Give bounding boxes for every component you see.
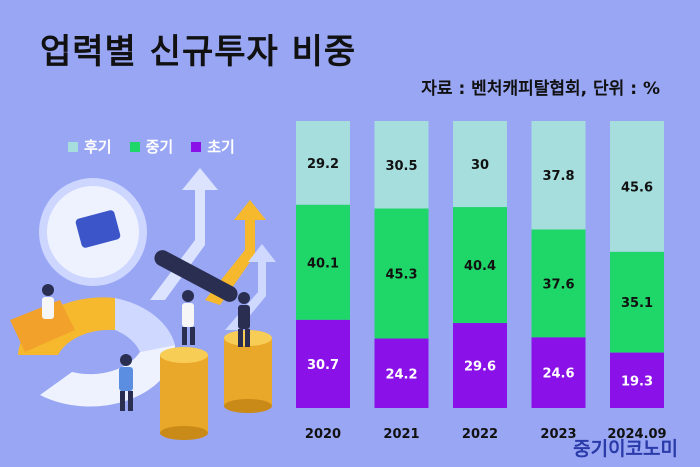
coin-stack-icon: [160, 330, 272, 440]
legend-item-mid: 중기: [129, 136, 174, 157]
chart-title: 업력별 신규투자 비중: [40, 32, 357, 72]
bar-segment-early-2020: [296, 319, 350, 408]
bar-segment-late-2023: [531, 121, 586, 230]
data-label-late-2021: 30.5: [385, 159, 417, 174]
data-label-early-2024.09: 19.3: [621, 374, 653, 389]
x-tick-label-2024.09: 2024.09: [607, 427, 666, 442]
rising-arrow-icon: [225, 244, 276, 330]
x-tick-label-2022: 2022: [462, 427, 498, 442]
data-label-mid-2023: 37.6: [542, 277, 574, 292]
legend-swatch-late: [68, 141, 78, 152]
legend-label-late: 후기: [84, 138, 112, 156]
data-label-late-2022: 30: [471, 158, 489, 173]
x-tick-label-2023: 2023: [540, 427, 576, 442]
bar-segment-late-2024.09: [610, 121, 664, 252]
bar-segment-mid-2021: [374, 208, 429, 339]
data-label-early-2022: 29.6: [464, 360, 496, 375]
legend-item-late: 후기: [68, 136, 112, 157]
data-label-mid-2024.09: 35.1: [621, 296, 653, 311]
publisher-watermark: 중기이코노미: [573, 438, 678, 460]
legend-item-early: 초기: [191, 136, 235, 157]
rising-arrow-icon: [150, 168, 218, 300]
legend-swatch-early: [191, 141, 202, 152]
bar-segment-late-2022: [453, 121, 507, 208]
bar-segment-mid-2022: [453, 207, 507, 324]
person-icon: [42, 284, 250, 411]
legend: 후기 중기 초기: [68, 136, 235, 157]
data-label-late-2023: 37.8: [542, 169, 574, 184]
data-label-early-2023: 24.6: [542, 367, 574, 382]
bar-segment-mid-2023: [531, 229, 586, 338]
data-label-mid-2021: 45.3: [385, 268, 417, 283]
bar-segment-early-2023: [531, 337, 586, 408]
bar-segment-late-2021: [374, 121, 429, 209]
bar-segment-mid-2024.09: [610, 251, 664, 353]
rising-arrow-icon: [205, 200, 266, 305]
legend-label-mid: 중기: [145, 138, 174, 156]
legend-label-early: 초기: [207, 138, 235, 156]
x-tick-label-2020: 2020: [305, 427, 341, 442]
donut-chart-icon: [10, 297, 176, 407]
data-label-late-2024.09: 45.6: [621, 180, 653, 195]
data-label-early-2020: 30.7: [307, 358, 339, 373]
bar-segment-early-2022: [453, 323, 507, 408]
bar-segment-late-2020: [296, 121, 350, 205]
bar-segment-mid-2020: [296, 204, 350, 320]
data-label-mid-2022: 40.4: [464, 259, 496, 274]
magnifier-icon: [39, 178, 238, 302]
x-tick-label-2021: 2021: [383, 427, 419, 442]
bar-segment-early-2021: [374, 338, 429, 408]
bar-segment-early-2024.09: [610, 352, 664, 408]
source-note: 자료 : 벤처캐피탈협회, 단위 : %: [421, 79, 660, 99]
data-label-early-2021: 24.2: [385, 367, 417, 382]
data-label-late-2020: 29.2: [307, 157, 339, 172]
data-label-mid-2020: 40.1: [307, 256, 339, 271]
legend-swatch-mid: [129, 141, 140, 152]
